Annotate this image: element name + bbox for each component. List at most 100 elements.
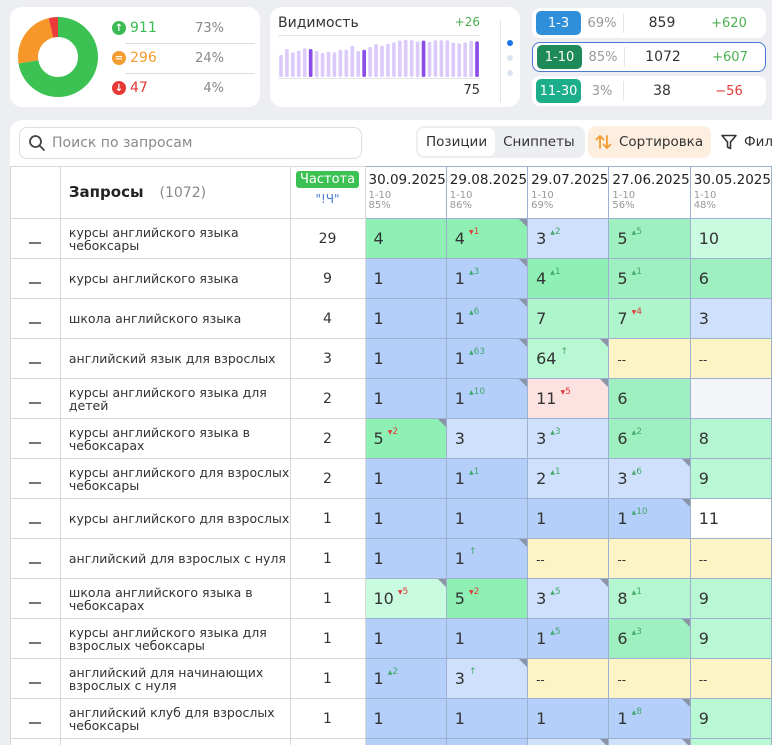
position-cell[interactable]: 11 [689, 498, 772, 539]
row-select-cell[interactable] [10, 338, 61, 379]
snippet-corner-marker[interactable] [681, 739, 690, 745]
position-cell[interactable]: 11 ▼5 [527, 378, 610, 419]
table-row[interactable]: школа английского языка 4 1 1 ▲6 7 7 ▼4 3 [10, 298, 772, 339]
snippet-corner-marker[interactable] [600, 579, 609, 587]
query-text[interactable]: школа английского языка в чебоксарах [59, 578, 291, 619]
table-row[interactable]: школа английского языка в чебоксарах 1 10 ▼… [10, 578, 772, 619]
snippet-corner-marker[interactable] [600, 379, 609, 387]
query-text[interactable]: английский для взрослых с нуля [59, 538, 291, 579]
position-cell[interactable]: 3 ↑ [445, 658, 529, 699]
dash-icon[interactable] [29, 642, 42, 644]
position-cell[interactable]: 4 ▲1 [527, 258, 610, 299]
position-cell[interactable]: 1 ▲2 [364, 658, 447, 699]
table-row[interactable]: курсы английского языка чебоксары 29 4 4 ▼1 3… [10, 218, 772, 259]
visibility-bar[interactable] [350, 45, 355, 77]
table-row[interactable]: английский клуб для взрослых чебоксары 1 1… [10, 698, 772, 739]
position-cell[interactable]: 3 ▲2 [527, 218, 610, 259]
snippet-corner-marker[interactable] [681, 499, 690, 507]
position-cell[interactable]: 3 ▲3 [527, 418, 610, 459]
position-cell[interactable]: 64 ↑ [527, 338, 610, 379]
table-row[interactable]: курсы английского для взрослых чебоксары… [10, 458, 772, 499]
position-cell[interactable]: 1 [364, 258, 447, 299]
snippet-corner-marker[interactable] [437, 579, 446, 587]
visibility-bar[interactable] [386, 43, 390, 77]
pager-dot-2[interactable] [507, 55, 513, 61]
position-cell[interactable]: 3 ▲5 [527, 578, 610, 619]
position-cell[interactable]: 1 [364, 458, 447, 499]
range-card-top3[interactable]: 1-3 69% 859 +620 [532, 8, 766, 38]
position-cell[interactable]: 5 ▼2 [364, 418, 447, 459]
position-cell[interactable] [445, 738, 529, 745]
query-text[interactable]: курсы английского языка для взрослых чеб… [59, 618, 291, 659]
row-select-cell[interactable] [10, 538, 61, 579]
table-row[interactable]: курсы английского языка для взрослых чеб… [10, 618, 772, 659]
position-cell[interactable]: 1 ▲63 [445, 338, 529, 379]
date-column-header[interactable]: 29.07.2025 1-10 69% [527, 166, 610, 219]
tab-positions[interactable]: Позиции [418, 128, 496, 156]
query-text[interactable]: школа английского языка [59, 298, 291, 339]
pager-dot-1[interactable] [507, 40, 513, 46]
position-cell[interactable]: -- [608, 538, 691, 579]
row-select-cell[interactable] [10, 298, 61, 339]
position-cell[interactable]: -- [608, 658, 691, 699]
position-cell[interactable]: 6 [689, 258, 772, 299]
position-cell[interactable]: 5 ▲5 [608, 218, 691, 259]
row-select-cell[interactable] [10, 618, 61, 659]
visibility-bar[interactable] [285, 49, 289, 77]
tab-snippets[interactable]: Сниппеты [503, 134, 575, 150]
position-cell[interactable]: 10 [689, 218, 772, 259]
date-column-header[interactable]: 30.05.2025 1-10 48% [689, 166, 772, 219]
visibility-bar[interactable] [368, 47, 372, 77]
row-select-cell[interactable] [10, 218, 61, 259]
row-select-cell[interactable] [10, 498, 61, 539]
row-select-cell[interactable] [10, 258, 61, 299]
position-cell[interactable]: 1 ▲6 [445, 298, 529, 339]
row-select-cell[interactable] [10, 578, 61, 619]
visibility-bar[interactable] [302, 48, 307, 77]
visibility-bar[interactable] [332, 52, 337, 77]
query-text[interactable]: курсы английского языка [59, 258, 291, 299]
visibility-bar[interactable] [308, 49, 313, 77]
snippet-corner-marker[interactable] [519, 659, 528, 667]
row-select-cell[interactable] [10, 378, 61, 419]
position-cell[interactable]: 4 [364, 218, 447, 259]
position-cell[interactable]: 1 [445, 698, 529, 739]
snippet-corner-marker[interactable] [519, 539, 528, 547]
position-cell[interactable]: 5 ▼2 [445, 578, 529, 619]
dash-icon[interactable] [29, 722, 42, 724]
position-cell[interactable]: 9 [689, 698, 772, 739]
visibility-bar[interactable] [427, 41, 432, 77]
position-cell[interactable]: 4 ▼1 [445, 218, 529, 259]
snippet-corner-marker[interactable] [519, 259, 528, 267]
position-cell[interactable]: 6 ▲2 [608, 418, 691, 459]
visibility-bar[interactable] [320, 53, 325, 77]
table-row[interactable]: английский для начинающих взрослых с нул… [10, 658, 772, 699]
pager-dot-3[interactable] [507, 70, 513, 76]
position-cell[interactable]: -- [689, 658, 772, 699]
dash-icon[interactable] [29, 682, 42, 684]
donut-slice-same[interactable] [18, 17, 98, 97]
date-column-header[interactable]: 27.06.2025 1-10 56% [608, 166, 691, 219]
dash-icon[interactable] [29, 242, 42, 244]
position-cell[interactable] [689, 378, 772, 419]
row-select-cell[interactable] [10, 738, 61, 745]
position-cell[interactable]: 1 [364, 298, 447, 339]
visibility-bar[interactable] [380, 45, 384, 77]
position-cell[interactable]: 5 ▲1 [608, 258, 691, 299]
date-column-header[interactable]: 29.08.2025 1-10 86% [445, 166, 529, 219]
position-cell[interactable]: 9 [689, 578, 772, 619]
position-cell[interactable]: 1 [445, 498, 529, 539]
visibility-bar[interactable] [279, 55, 283, 77]
position-cell[interactable]: -- [689, 338, 772, 379]
position-cell[interactable]: 1 [364, 498, 447, 539]
search-input[interactable] [52, 135, 342, 151]
position-cell[interactable]: 7 [527, 298, 610, 339]
table-row[interactable]: английский для взрослых с нуля 1 1 1 ↑ -- -- -- [10, 538, 772, 579]
query-text[interactable]: курсы английского языка для детей [59, 378, 291, 419]
snippet-corner-marker[interactable] [600, 339, 609, 347]
row-select-cell[interactable] [10, 458, 61, 499]
snippet-corner-marker[interactable] [681, 699, 690, 707]
search-box[interactable] [19, 127, 362, 159]
visibility-bar[interactable] [338, 49, 343, 77]
position-cell[interactable]: 3 [689, 298, 772, 339]
